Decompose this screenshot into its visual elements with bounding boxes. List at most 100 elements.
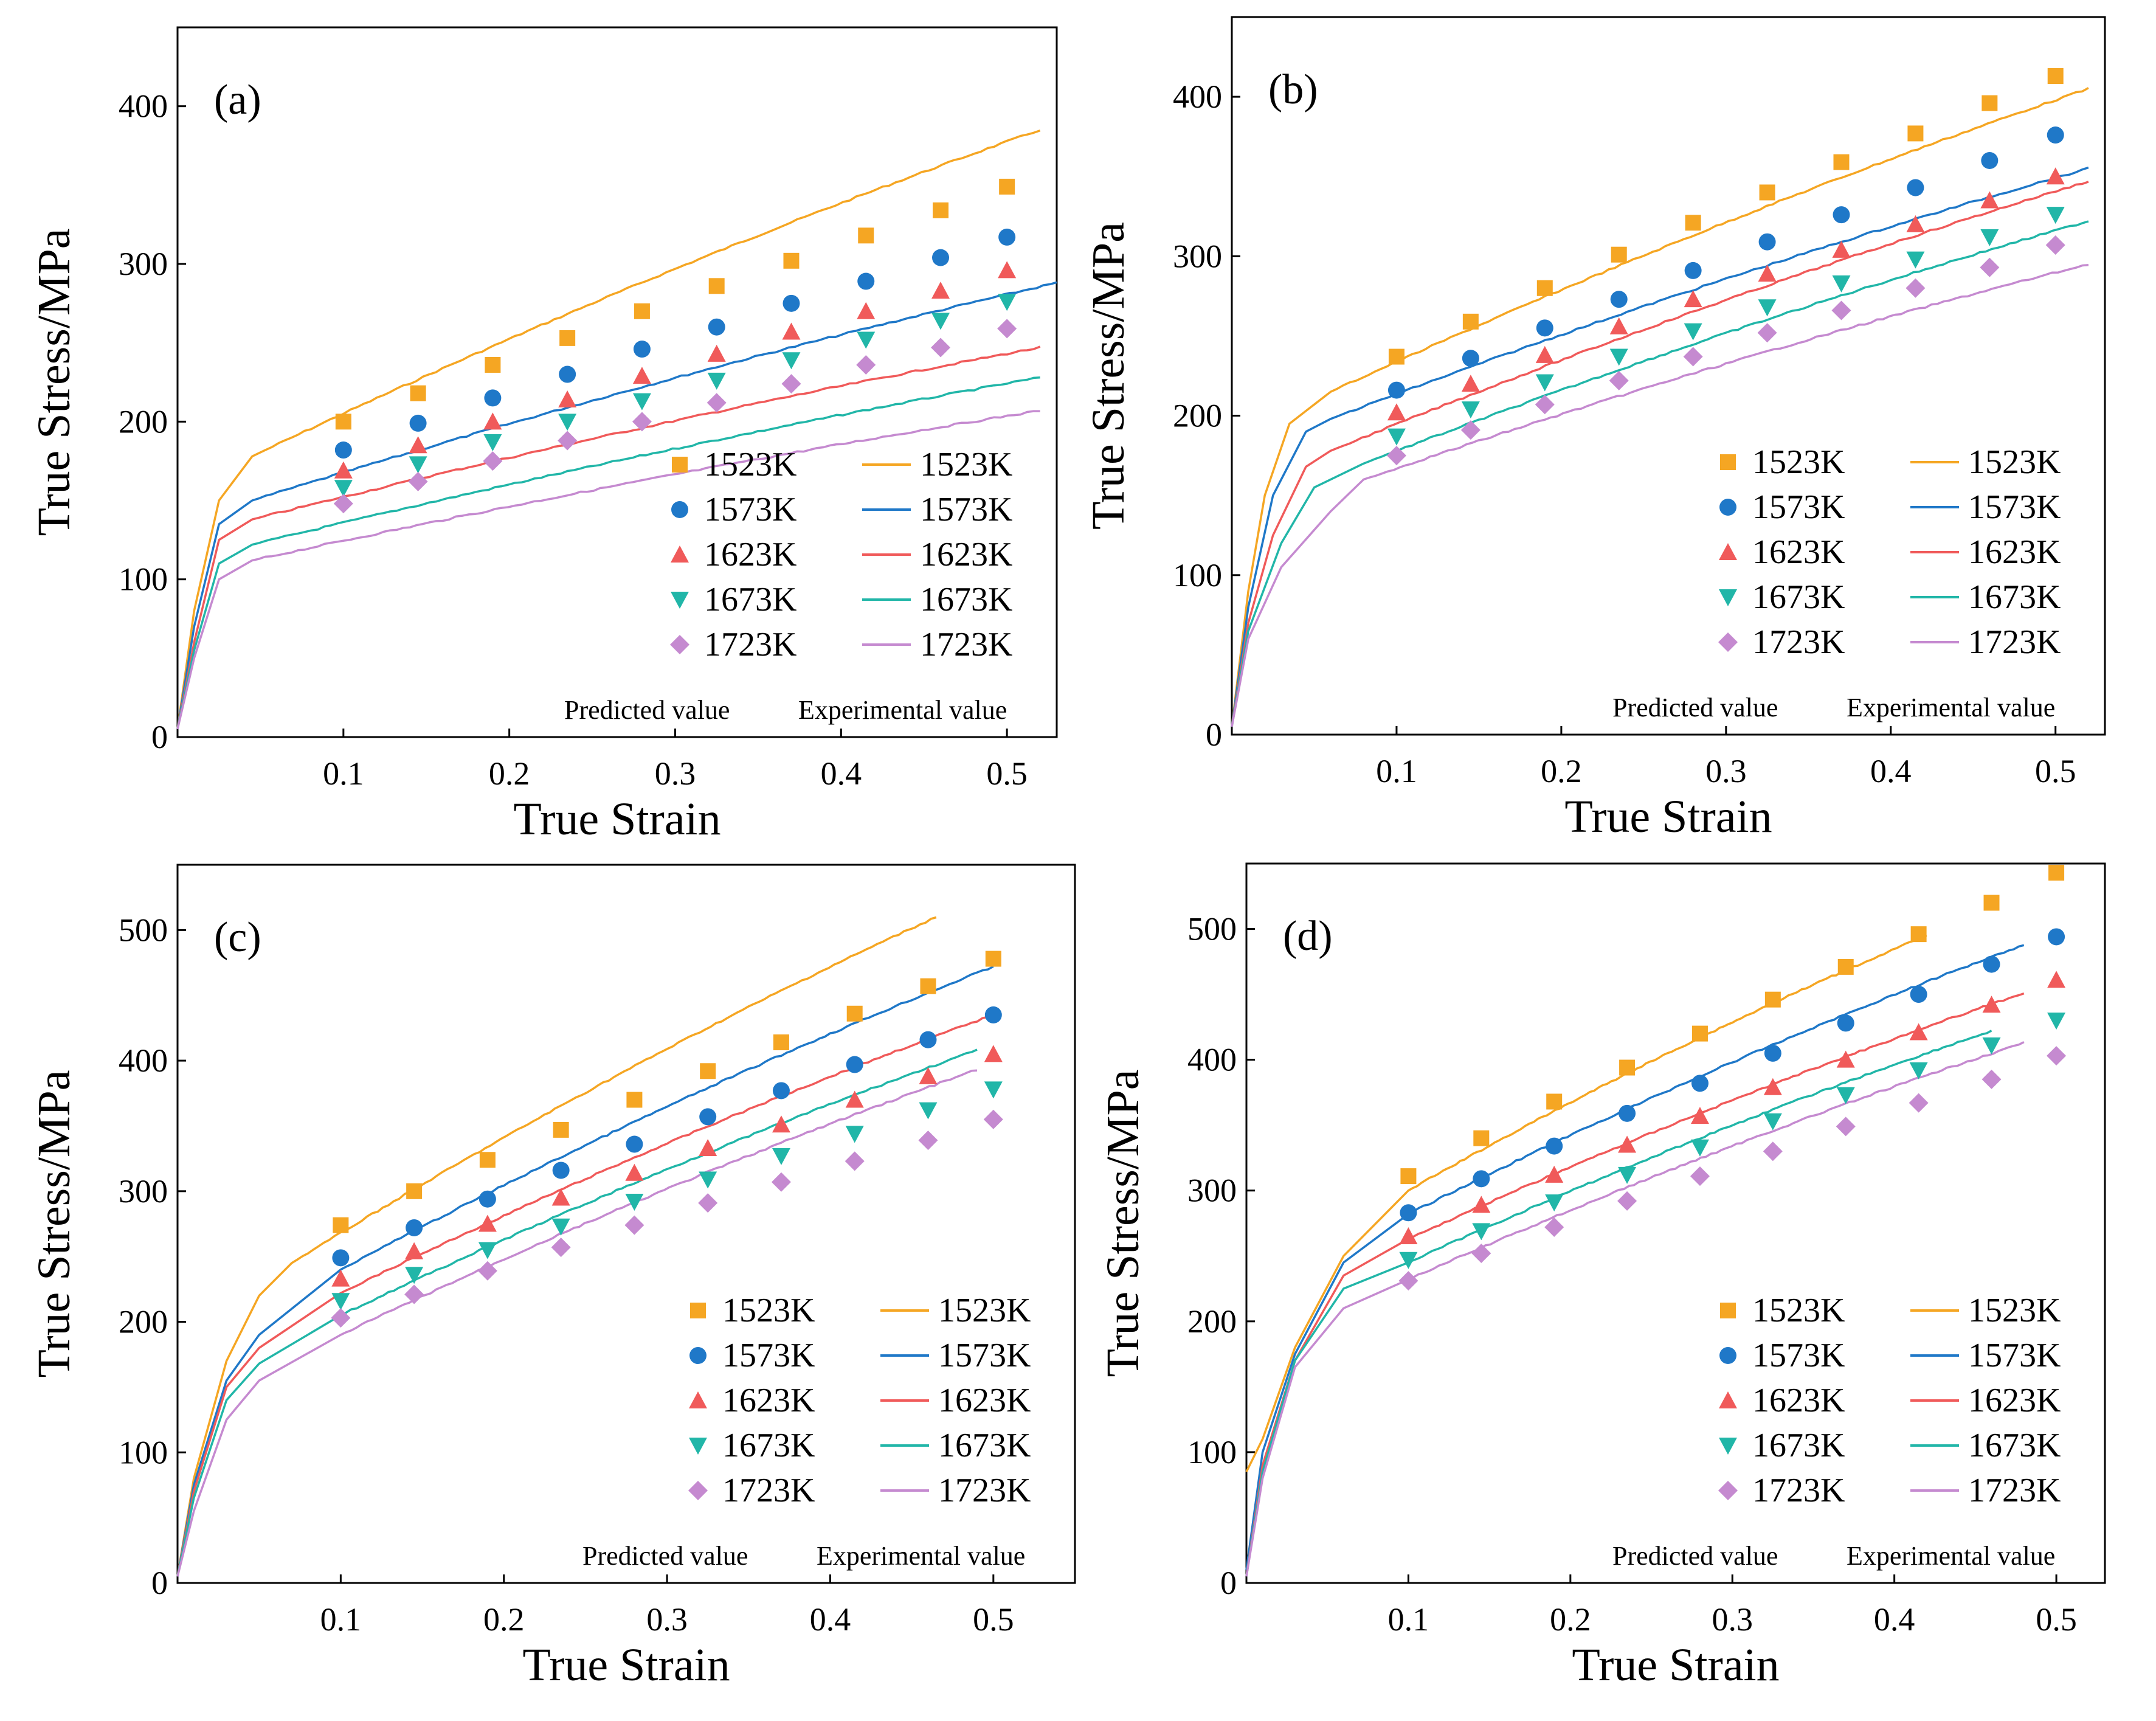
predicted-point (919, 1031, 937, 1048)
predicted-point (1683, 347, 1703, 367)
predicted-point (553, 1121, 569, 1138)
predicted-point (626, 1135, 643, 1153)
experimental-curve-1573K (1245, 944, 2025, 1570)
predicted-point (932, 249, 950, 266)
experimental-curve-1623K (176, 1014, 994, 1577)
y-tick-label: 200 (1187, 1303, 1237, 1340)
legend-marker-1623K (1719, 543, 1737, 560)
legend-caption-experimental: Experimental value (1847, 1541, 2055, 1571)
predicted-point (1618, 1135, 1637, 1153)
predicted-point (410, 385, 426, 401)
predicted-point (1387, 381, 1405, 399)
legend-label-predicted: 1573K (704, 491, 796, 528)
chart-panel-d: 0 100 200 300 400 500 0.1 0.2 0.3 0.4 0.5 True Stra… (1097, 862, 2106, 1691)
legend-marker-1723K (1718, 1481, 1738, 1500)
predicted-point (1472, 1223, 1491, 1241)
predicted-point (478, 1214, 497, 1232)
legend-label-experimental: 1673K (920, 581, 1012, 618)
predicted-point (1832, 240, 1851, 258)
legend-marker-1623K (671, 545, 689, 563)
plot-frame (176, 864, 1076, 1584)
legend-marker-1523K (1720, 1303, 1736, 1318)
predicted-point (1472, 1196, 1491, 1213)
legend-label-predicted: 1723K (704, 626, 796, 663)
x-tick-label: 0.2 (1550, 1601, 1591, 1638)
predicted-point (699, 1138, 717, 1156)
y-tick-label: 400 (119, 1042, 168, 1079)
predicted-point (551, 1218, 570, 1236)
predicted-point (1609, 348, 1628, 366)
predicted-point (404, 1284, 424, 1304)
predicted-point (1758, 299, 1777, 317)
predicted-point (933, 202, 949, 218)
y-tick-label: 100 (1173, 557, 1222, 594)
predicted-point (1906, 251, 1925, 269)
predicted-point (1909, 1093, 1929, 1113)
predicted-point (2047, 126, 2064, 144)
predicted-point (845, 1151, 865, 1171)
experimental-curve-1573K (1231, 166, 2089, 727)
legend-label-predicted: 1673K (1752, 1427, 1845, 1464)
predicted-series-1723K (1386, 235, 2065, 466)
y-tick-label: 100 (119, 1434, 168, 1470)
legend-label-predicted: 1673K (1752, 578, 1845, 616)
predicted-point (1400, 1168, 1417, 1185)
legend-label-predicted: 1623K (704, 536, 796, 573)
legend-label-experimental: 1673K (1968, 1427, 2061, 1464)
predicted-point (632, 393, 651, 410)
legend-label-experimental: 1573K (1968, 1337, 2061, 1374)
predicted-point (1684, 323, 1702, 341)
experimental-curve-1723K (176, 410, 1040, 730)
predicted-point (1462, 313, 1479, 330)
predicted-point (552, 1162, 570, 1179)
predicted-point (1906, 278, 1926, 298)
experimental-curve-1523K (176, 129, 1041, 730)
x-tick-label: 0.1 (323, 755, 364, 792)
predicted-series-1573K (1400, 928, 2065, 1222)
predicted-series-1573K (332, 1006, 1002, 1267)
experimental-curve-1523K (1245, 934, 1927, 1472)
predicted-point (551, 1188, 570, 1206)
predicted-point (1618, 1166, 1637, 1184)
predicted-point (483, 412, 502, 430)
predicted-point (1545, 1194, 1564, 1212)
predicted-point (1609, 317, 1628, 334)
predicted-point (1910, 986, 1927, 1003)
predicted-point (783, 294, 800, 312)
y-tick-label: 0 (151, 719, 168, 755)
x-tick-label: 0.4 (810, 1601, 851, 1638)
predicted-point (479, 1190, 496, 1208)
panel-label: (b) (1268, 66, 1318, 113)
legend-marker-1723K (670, 635, 689, 654)
legend-marker-1723K (688, 1481, 708, 1500)
legend-label-predicted: 1673K (704, 581, 796, 618)
x-tick-label: 0.2 (1541, 753, 1582, 789)
predicted-point (1535, 374, 1554, 392)
predicted-point (783, 252, 800, 269)
predicted-point (2047, 1013, 2066, 1030)
predicted-point (1758, 265, 1777, 282)
predicted-point (1386, 446, 1406, 466)
predicted-point (700, 1063, 716, 1079)
predicted-point (1906, 215, 1925, 232)
predicted-point (1909, 1023, 1928, 1041)
predicted-series-1673K (1399, 1013, 2066, 1269)
predicted-point (699, 1108, 717, 1126)
predicted-point (997, 319, 1017, 339)
x-tick-label: 0.2 (489, 755, 530, 792)
x-tick-label: 0.4 (1870, 753, 1912, 789)
predicted-point (626, 1092, 643, 1108)
predicted-point (782, 322, 801, 340)
legend-label-experimental: 1573K (1968, 488, 2061, 526)
predicted-point (2047, 1046, 2067, 1066)
y-tick-label: 400 (1187, 1042, 1237, 1078)
predicted-point (2048, 865, 2065, 881)
predicted-point (405, 1267, 424, 1284)
predicted-point (708, 318, 725, 336)
predicted-point (771, 1172, 791, 1192)
y-tick-label: 500 (119, 912, 168, 948)
predicted-point (1833, 206, 1850, 224)
y-axis-label: True Stress/MPa (29, 228, 80, 536)
predicted-point (858, 227, 874, 244)
predicted-point (1982, 1069, 2002, 1089)
